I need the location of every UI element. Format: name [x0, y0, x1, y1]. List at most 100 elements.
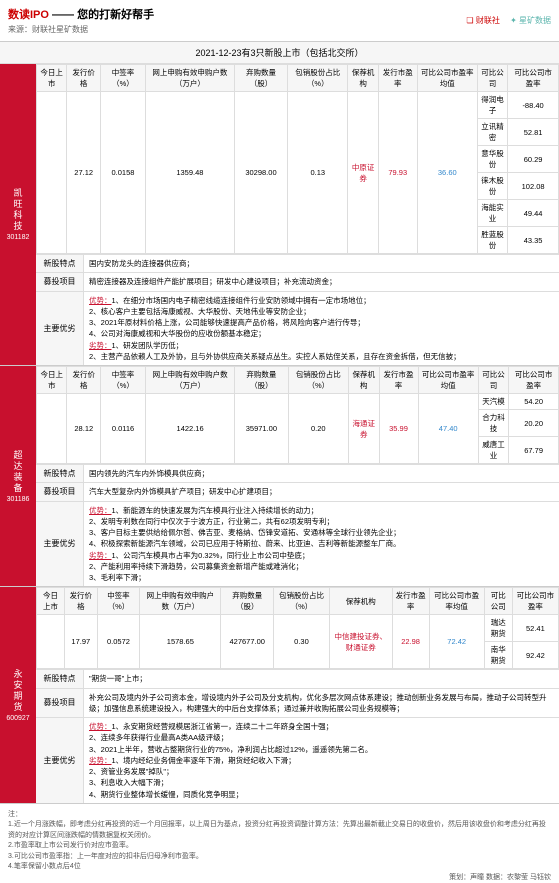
section-label: 新股特点 — [36, 670, 84, 687]
stock-data-table: 今日上市发行价格中签率（%）网上申购有效申购户数（万户）弃购数量（股）包销股份占… — [36, 64, 559, 254]
comp-name: 南华期货 — [484, 642, 512, 669]
underwrite-ratio: 0.30 — [274, 615, 330, 669]
project-text: 精密连接器及连接组件产能扩展项目；研发中心建设项目；补充流动资金； — [84, 273, 559, 290]
advantages-text: 优势：1、新能源车的快速发展为汽车模具行业注入持续增长的动力；2、发明专利数在同… — [84, 502, 559, 587]
col-header: 可比公司 — [484, 588, 512, 615]
comp-pe: 54.20 — [509, 394, 559, 410]
col-header: 可比公司市盈率均值 — [429, 588, 484, 615]
lottery-rate: 0.0116 — [101, 394, 146, 464]
section-label: 主要优劣 — [36, 502, 84, 587]
advantages-text: 优势：1、永安期货经营规模居浙江省第一，连续二十二年跻身全国十强；2、连续多年获… — [84, 718, 559, 803]
comp-pe: 52.81 — [508, 119, 559, 146]
section-label: 新股特点 — [36, 465, 84, 482]
lottery-rate: 0.0158 — [101, 92, 146, 254]
abandoned: 427677.00 — [221, 615, 274, 669]
footer-credit: 策划：声瞳 数据：农黎莹 马钰钦 — [449, 873, 551, 883]
col-header: 今日上市 — [37, 65, 67, 92]
col-header: 可比公司 — [477, 65, 507, 92]
abandoned: 35971.00 — [235, 394, 288, 464]
avg-pe: 47.40 — [418, 394, 478, 464]
subscribers: 1359.48 — [145, 92, 234, 254]
col-header: 网上申购有效申购户数（万户） — [145, 65, 234, 92]
stock-data-table: 今日上市发行价格中签率（%）网上申购有效申购户数（万户）弃购数量（股）包销股份占… — [36, 366, 559, 464]
comp-pe: 67.79 — [509, 437, 559, 464]
avg-pe: 72.42 — [429, 615, 484, 669]
comp-name: 意华股份 — [477, 146, 507, 173]
footer-notes: 注：1.近一个月涨跌幅，即考虑分红再投资的近一个月回报率，以上周日为基点，投资分… — [8, 810, 551, 873]
col-header: 中签率（%） — [101, 65, 146, 92]
col-header: 发行市盈率 — [378, 65, 417, 92]
comp-name: 天汽模 — [478, 394, 508, 410]
section-label: 募投项目 — [36, 483, 84, 500]
project-text: 补充公司及境内外子公司资本金，增设境内外子公司及分支机构，优化多层次网点体系建设… — [84, 689, 559, 718]
col-header: 可比公司 — [478, 367, 508, 394]
underwrite-ratio: 0.13 — [288, 92, 348, 254]
subscribers: 1578.65 — [140, 615, 221, 669]
col-header: 弃购数量（股） — [235, 367, 288, 394]
footer: 注：1.近一个月涨跌幅，即考虑分红再投资的近一个月回报率，以上周日为基点，投资分… — [0, 804, 559, 879]
col-header: 保荐机构 — [348, 65, 378, 92]
col-header: 网上申购有效申购户数（万户） — [145, 367, 234, 394]
project-text: 汽车大型复杂内外饰模具扩产项目；研发中心扩建项目； — [84, 483, 559, 500]
col-header: 可比公司市盈率均值 — [417, 65, 477, 92]
col-header: 弃购数量（股） — [221, 588, 274, 615]
comp-name: 合力科技 — [478, 410, 508, 437]
col-header: 可比公司市盈率 — [509, 367, 559, 394]
sponsor: 中信建投证券、财通证券 — [329, 615, 392, 669]
avg-pe: 36.60 — [417, 92, 477, 254]
comp-name: 徕木股份 — [477, 173, 507, 200]
col-header: 包销股份占比（%） — [288, 367, 349, 394]
underwrite-ratio: 0.20 — [288, 394, 349, 464]
cell — [37, 92, 67, 254]
abandoned: 30298.00 — [234, 92, 287, 254]
features-text: 国内领先的汽车内外饰模具供应商； — [84, 465, 559, 482]
col-header: 可比公司市盈率 — [508, 65, 559, 92]
issue-pe: 22.98 — [392, 615, 429, 669]
issue-pe: 35.99 — [379, 394, 418, 464]
issue-price: 27.12 — [67, 92, 101, 254]
title-rest: —— 您的打新好帮手 — [49, 9, 154, 21]
stock-name-banner: 永安期货600927 — [0, 587, 36, 803]
comp-name: 威唐工业 — [478, 437, 508, 464]
issue-price: 17.97 — [65, 615, 98, 669]
col-header: 网上申购有效申购户数（万户） — [140, 588, 221, 615]
comp-pe: 60.29 — [508, 146, 559, 173]
col-header: 可比公司市盈率 — [512, 588, 558, 615]
col-header: 今日上市 — [37, 367, 67, 394]
comp-name: 海能实业 — [477, 200, 507, 227]
col-header: 弃购数量（股） — [234, 65, 287, 92]
comp-pe: 92.42 — [512, 642, 558, 669]
subscribers: 1422.16 — [145, 394, 234, 464]
logos: ❏ 财联社 ✦ 星矿数据 — [466, 15, 551, 26]
comp-pe: 20.20 — [509, 410, 559, 437]
comp-pe: 43.35 — [508, 227, 559, 254]
col-header: 保荐机构 — [329, 588, 392, 615]
comp-pe: -88.40 — [508, 92, 559, 119]
comp-name: 胜蓝股份 — [477, 227, 507, 254]
stock-name-banner: 超达装备301186 — [0, 366, 36, 586]
section-label: 募投项目 — [36, 273, 84, 290]
logo-starmine: ✦ 星矿数据 — [510, 16, 551, 25]
features-text: 国内安防龙头的连接器供应商； — [84, 255, 559, 272]
col-header: 中签率（%） — [101, 367, 146, 394]
lottery-rate: 0.0572 — [97, 615, 140, 669]
col-header: 保荐机构 — [349, 367, 379, 394]
comp-name: 得润电子 — [477, 92, 507, 119]
col-header: 发行价格 — [67, 65, 101, 92]
col-header: 包销股份占比（%） — [274, 588, 330, 615]
comp-pe: 49.44 — [508, 200, 559, 227]
title-red: 数读IPO — [8, 9, 49, 21]
col-header: 中签率（%） — [97, 588, 140, 615]
stock-data-table: 今日上市发行价格中签率（%）网上申购有效申购户数（万户）弃购数量（股）包销股份占… — [36, 587, 559, 669]
issue-price: 28.12 — [67, 394, 101, 464]
col-header: 发行市盈率 — [379, 367, 418, 394]
issue-pe: 79.93 — [378, 92, 417, 254]
section-label: 募投项目 — [36, 689, 84, 718]
col-header: 发行价格 — [65, 588, 98, 615]
stock-name-banner: 凯旺科技301182 — [0, 64, 36, 365]
col-header: 今日上市 — [37, 588, 65, 615]
comp-pe: 52.41 — [512, 615, 558, 642]
comp-name: 瑞达期货 — [484, 615, 512, 642]
advantages-text: 优势：1、在细分市场国内电子精密线缆连接组件行业安防领域中拥有一定市场地位；2、… — [84, 292, 559, 366]
cell — [37, 615, 65, 669]
